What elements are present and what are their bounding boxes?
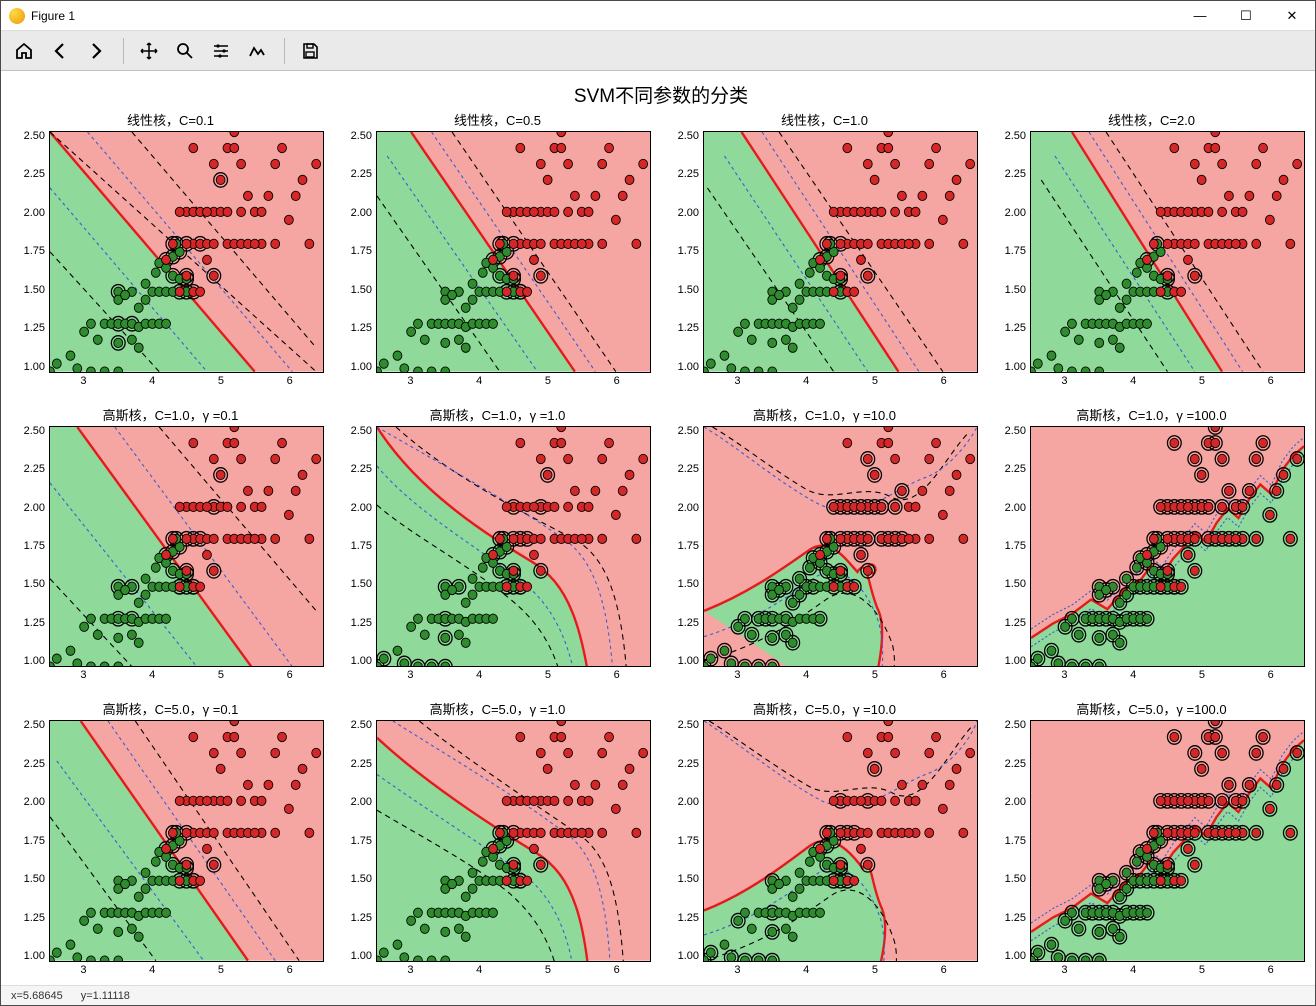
subplot-7: 高斯核，C=1.0，γ =100.0 2.502.252.001.751.501.… xyxy=(998,405,1305,686)
y-axis: 2.502.252.001.751.501.251.00 xyxy=(671,426,703,668)
y-axis: 2.502.252.001.751.501.251.00 xyxy=(671,720,703,962)
subplot-grid: 线性核，C=0.12.502.252.001.751.501.251.00345… xyxy=(17,110,1305,980)
y-axis: 2.502.252.001.751.501.251.00 xyxy=(344,720,376,962)
x-axis: 3456 xyxy=(998,964,1305,980)
window-controls: — ☐ ✕ xyxy=(1177,1,1315,31)
subplot-6: 高斯核，C=1.0，γ =10.0 2.502.252.001.751.501.2… xyxy=(671,405,978,686)
plot-area xyxy=(49,426,324,668)
x-axis: 3456 xyxy=(671,375,978,391)
titlebar: Figure 1 — ☐ ✕ xyxy=(1,1,1315,31)
x-axis: 3456 xyxy=(998,669,1305,685)
toolbar-separator xyxy=(123,38,124,64)
plot-area xyxy=(1030,720,1305,962)
save-button[interactable] xyxy=(293,35,327,67)
x-axis: 3456 xyxy=(344,375,651,391)
subplot-title: 线性核，C=0.5 xyxy=(344,110,651,129)
edit-button[interactable] xyxy=(240,35,274,67)
plot-area xyxy=(49,720,324,962)
x-axis: 3456 xyxy=(998,375,1305,391)
x-axis: 3456 xyxy=(17,375,324,391)
app-window: Figure 1 — ☐ ✕ SVM不同参数的分类 线性核，C=0.1 2.502… xyxy=(0,0,1316,1006)
x-axis: 3456 xyxy=(17,669,324,685)
status-y: y=1.11118 xyxy=(81,990,130,1002)
subplot-4: 高斯核，C=1.0，γ =0.1 2.502.252.001.751.501.25… xyxy=(17,405,324,686)
x-axis: 3456 xyxy=(344,964,651,980)
subplot-title: 高斯核，C=1.0，γ =100.0 xyxy=(998,405,1305,424)
home-button[interactable] xyxy=(7,35,41,67)
zoom-button[interactable] xyxy=(168,35,202,67)
status-x: x=5.68645 xyxy=(11,990,63,1002)
plot-area xyxy=(376,426,651,668)
subplot-0: 线性核，C=0.1 2.502.252.001.751.501.251.00 345… xyxy=(17,110,324,391)
y-axis: 2.502.252.001.751.501.251.00 xyxy=(998,131,1030,373)
y-axis: 2.502.252.001.751.501.251.00 xyxy=(17,426,49,668)
subplot-3: 线性核，C=2.0 2.502.252.001.751.501.251.00 345… xyxy=(998,110,1305,391)
subplot-10: 高斯核，C=5.0，γ =10.0 2.502.252.001.751.501.2… xyxy=(671,699,978,980)
subplot-title: 线性核，C=2.0 xyxy=(998,110,1305,129)
plot-area xyxy=(703,426,978,668)
back-button[interactable] xyxy=(43,35,77,67)
subplot-11: 高斯核，C=5.0，γ =100.0 2.502.252.001.751.501.… xyxy=(998,699,1305,980)
subplot-title: 高斯核，C=1.0，γ =1.0 xyxy=(344,405,651,424)
subplot-title: 线性核，C=1.0 xyxy=(671,110,978,129)
y-axis: 2.502.252.001.751.501.251.00 xyxy=(17,720,49,962)
plot-area xyxy=(49,131,324,373)
subplot-9: 高斯核，C=5.0，γ =1.0 2.502.252.001.751.501.25… xyxy=(344,699,651,980)
subplot-title: 高斯核，C=5.0，γ =100.0 xyxy=(998,699,1305,718)
plot-area xyxy=(1030,426,1305,668)
plot-area xyxy=(376,131,651,373)
subplot-title: 高斯核，C=1.0，γ =10.0 xyxy=(671,405,978,424)
y-axis: 2.502.252.001.751.501.251.00 xyxy=(344,131,376,373)
subplot-1: 线性核，C=0.5 2.502.252.001.751.501.251.00 345… xyxy=(344,110,651,391)
y-axis: 2.502.252.001.751.501.251.00 xyxy=(998,426,1030,668)
y-axis: 2.502.252.001.751.501.251.00 xyxy=(17,131,49,373)
plot-area xyxy=(376,720,651,962)
pan-button[interactable] xyxy=(132,35,166,67)
y-axis: 2.502.252.001.751.501.251.00 xyxy=(344,426,376,668)
window-title: Figure 1 xyxy=(31,9,1177,23)
subplot-title: 线性核，C=0.1 xyxy=(17,110,324,129)
subplot-title: 高斯核，C=5.0，γ =10.0 xyxy=(671,699,978,718)
maximize-button[interactable]: ☐ xyxy=(1223,1,1269,31)
matplotlib-icon xyxy=(9,8,25,24)
plot-area xyxy=(703,720,978,962)
subplot-title: 高斯核，C=1.0，γ =0.1 xyxy=(17,405,324,424)
x-axis: 3456 xyxy=(671,669,978,685)
y-axis: 2.502.252.001.751.501.251.00 xyxy=(998,720,1030,962)
subplot-title: 高斯核，C=5.0，γ =1.0 xyxy=(344,699,651,718)
subplot-8: 高斯核，C=5.0，γ =0.1 2.502.252.001.751.501.25… xyxy=(17,699,324,980)
minimize-button[interactable]: — xyxy=(1177,1,1223,31)
y-axis: 2.502.252.001.751.501.251.00 xyxy=(671,131,703,373)
subplot-2: 线性核，C=1.0 2.502.252.001.751.501.251.00 345… xyxy=(671,110,978,391)
plot-area xyxy=(1030,131,1305,373)
forward-button[interactable] xyxy=(79,35,113,67)
toolbar-separator xyxy=(284,38,285,64)
plot-area xyxy=(703,131,978,373)
subplot-title: 高斯核，C=5.0，γ =0.1 xyxy=(17,699,324,718)
subplot-5: 高斯核，C=1.0，γ =1.0 2.502.252.001.751.501.25… xyxy=(344,405,651,686)
x-axis: 3456 xyxy=(17,964,324,980)
figure-suptitle: SVM不同参数的分类 xyxy=(17,81,1305,108)
configure-button[interactable] xyxy=(204,35,238,67)
x-axis: 3456 xyxy=(671,964,978,980)
close-button[interactable]: ✕ xyxy=(1269,1,1315,31)
statusbar: x=5.68645 y=1.11118 xyxy=(1,985,1315,1005)
figure-canvas[interactable]: SVM不同参数的分类 线性核，C=0.1 2.502.252.001.751.50… xyxy=(1,71,1315,985)
toolbar xyxy=(1,31,1315,71)
x-axis: 3456 xyxy=(344,669,651,685)
